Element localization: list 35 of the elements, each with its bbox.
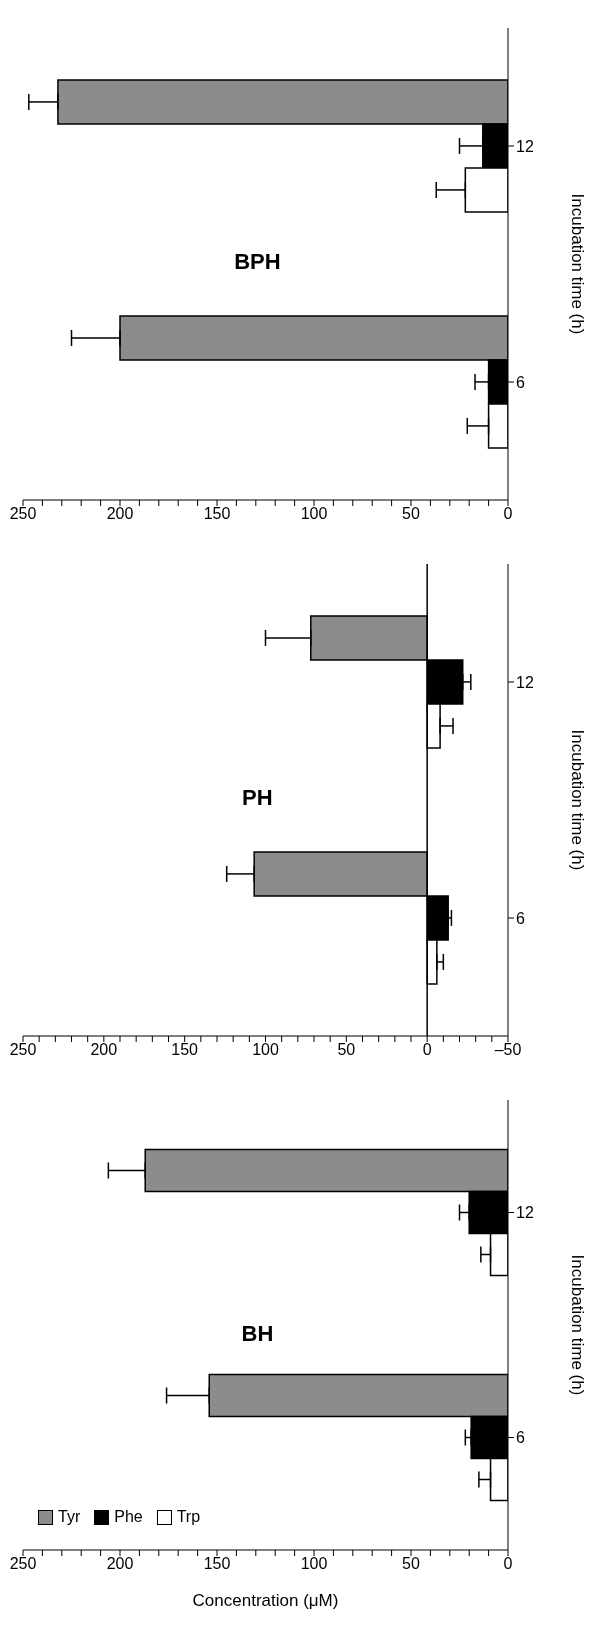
x-axis-title: Concentration (μM) xyxy=(192,1591,339,1610)
y-axis-title: Incubation time (h) xyxy=(567,193,587,335)
y-tick-label: 12 xyxy=(516,673,534,691)
x-tick-label: 250 xyxy=(9,505,37,523)
y-tick-label: 6 xyxy=(516,909,525,927)
x-tick-label: 250 xyxy=(9,1041,37,1059)
y-tick-label: 6 xyxy=(516,373,525,391)
x-tick-label: 0 xyxy=(503,1555,513,1573)
x-tick-label: 200 xyxy=(106,505,134,523)
x-tick-label: –50 xyxy=(494,1041,522,1059)
x-tick-label: 50 xyxy=(402,1555,420,1573)
x-tick-label: 0 xyxy=(422,1041,432,1059)
y-tick-label: 12 xyxy=(516,137,534,155)
y-tick-label: 6 xyxy=(516,1429,525,1447)
x-tick-label: 100 xyxy=(300,1555,328,1573)
x-tick-label: 200 xyxy=(90,1041,118,1059)
legend-label: Tyr xyxy=(58,1508,81,1526)
x-tick-label: 50 xyxy=(337,1041,356,1059)
legend-label: Trp xyxy=(176,1508,201,1526)
text: PH xyxy=(241,785,274,812)
x-tick-label: 50 xyxy=(402,505,420,523)
y-axis-title: Incubation time (h) xyxy=(567,1254,587,1396)
x-tick-label: 0 xyxy=(503,505,513,523)
y-tick-label: 12 xyxy=(516,1204,534,1222)
x-tick-label: 250 xyxy=(9,1555,37,1573)
x-tick-label: 100 xyxy=(252,1041,279,1059)
x-tick-label: 150 xyxy=(203,505,231,523)
x-tick-label: 100 xyxy=(300,505,328,523)
text: BPH xyxy=(233,249,282,276)
text: BH xyxy=(240,1321,275,1348)
y-axis-title: Incubation time (h) xyxy=(567,729,587,871)
x-tick-label: 200 xyxy=(106,1555,134,1573)
x-tick-label: 150 xyxy=(171,1041,199,1059)
x-tick-label: 150 xyxy=(203,1555,231,1573)
legend-label: Phe xyxy=(114,1508,143,1526)
